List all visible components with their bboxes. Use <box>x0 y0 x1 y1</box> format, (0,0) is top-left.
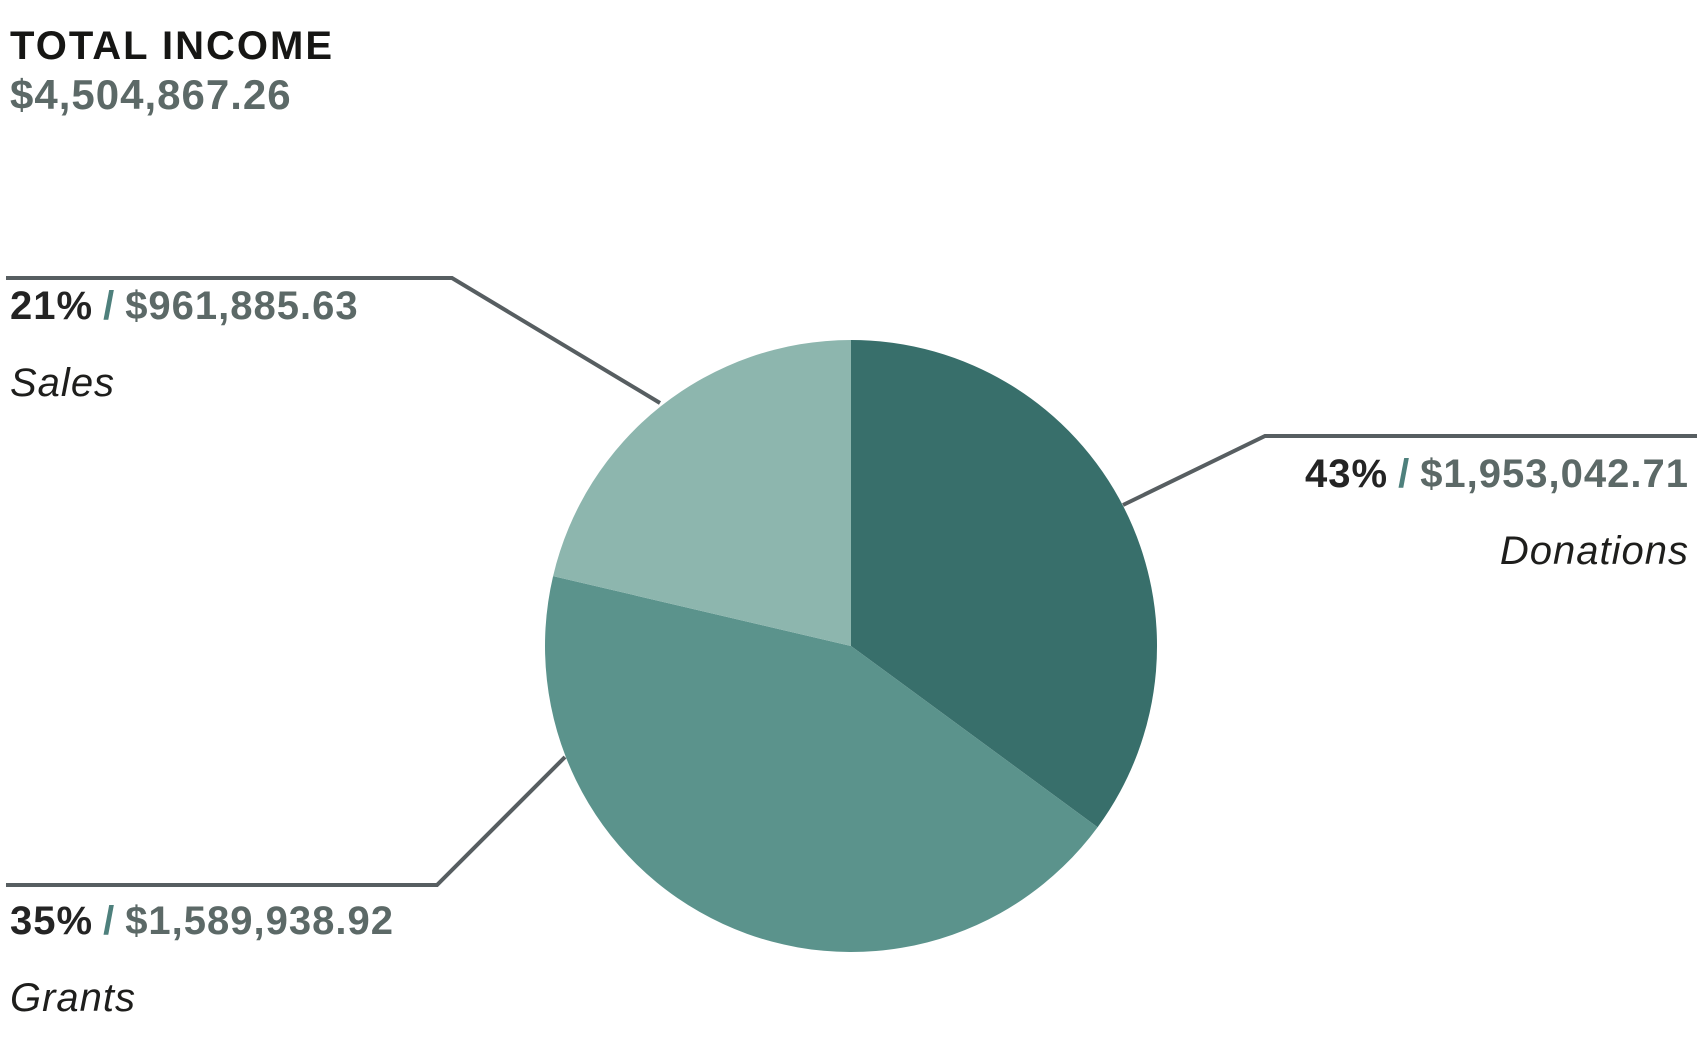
sales-name: Sales <box>10 361 116 405</box>
sales-num-row: 21% / $961,885.63 <box>10 283 359 329</box>
callout-line-sales <box>6 276 662 405</box>
label-grants: 35% / $1,589,938.92 Grants <box>10 898 394 1021</box>
pie-slice-grants <box>545 576 1098 953</box>
donations-percent: 43% <box>1305 452 1389 496</box>
grants-amount: $1,589,938.92 <box>125 899 394 943</box>
donations-amount: $1,953,042.71 <box>1420 452 1689 496</box>
label-donations: 43% / $1,953,042.71 Donations <box>1305 451 1689 574</box>
sales-amount: $961,885.63 <box>125 284 359 328</box>
grants-separator: / <box>103 899 116 943</box>
pie-slice-sales <box>553 340 851 646</box>
callout-line-donations <box>1122 434 1697 507</box>
donations-num-row: 43% / $1,953,042.71 <box>1305 451 1689 497</box>
chart-title: TOTAL INCOME <box>10 24 334 68</box>
grants-num-row: 35% / $1,589,938.92 <box>10 898 394 944</box>
title-block: TOTAL INCOME $4,504,867.26 <box>10 22 334 120</box>
donations-separator: / <box>1398 452 1411 496</box>
grants-name: Grants <box>10 976 137 1020</box>
donations-name: Donations <box>1499 529 1689 573</box>
total-income-value: $4,504,867.26 <box>10 71 292 118</box>
grants-percent: 35% <box>10 899 94 943</box>
pie-slice-donations <box>851 340 1158 828</box>
callout-line-grants <box>6 755 567 887</box>
sales-percent: 21% <box>10 284 94 328</box>
sales-separator: / <box>103 284 116 328</box>
label-sales: 21% / $961,885.63 Sales <box>10 283 359 406</box>
